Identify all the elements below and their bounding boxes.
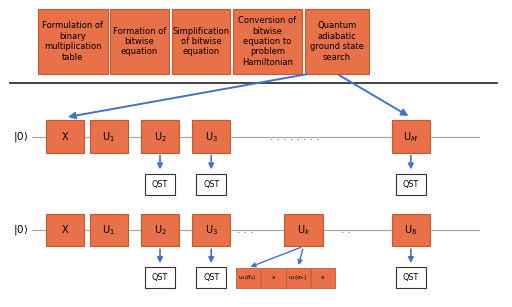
- Bar: [145, 174, 175, 195]
- Text: U$_3$: U$_3$: [205, 130, 218, 143]
- Text: QST: QST: [403, 180, 419, 189]
- Text: Formulation of
binary
multiplication
table: Formulation of binary multiplication tab…: [42, 21, 103, 61]
- Bar: [172, 9, 230, 74]
- Text: X: X: [62, 225, 69, 235]
- Bar: [392, 214, 430, 246]
- Bar: [38, 9, 108, 74]
- Text: u$_1$($\alpha_k$): u$_1$($\alpha_k$): [288, 273, 308, 282]
- Bar: [196, 174, 226, 195]
- Text: u$_1$($\theta_k$): u$_1$($\theta_k$): [239, 273, 257, 282]
- Text: Formation of
bitwise
equation: Formation of bitwise equation: [113, 26, 166, 56]
- Text: QST: QST: [203, 273, 219, 282]
- Bar: [90, 214, 128, 246]
- Text: U$_k$: U$_k$: [296, 223, 310, 237]
- Bar: [145, 267, 175, 288]
- Text: Simplification
of bitwise
equation: Simplification of bitwise equation: [173, 26, 229, 56]
- Text: U$_3$: U$_3$: [205, 223, 218, 237]
- Bar: [233, 9, 302, 74]
- Bar: [305, 9, 369, 74]
- Bar: [396, 174, 426, 195]
- Bar: [141, 214, 179, 246]
- Bar: [311, 268, 335, 288]
- Text: Quantum
adiabatic
ground state
search: Quantum adiabatic ground state search: [310, 21, 364, 61]
- Text: U$_2$: U$_2$: [154, 223, 166, 237]
- Text: U$_1$: U$_1$: [102, 130, 115, 143]
- Text: $|0\rangle$: $|0\rangle$: [13, 223, 28, 237]
- Text: QST: QST: [203, 180, 219, 189]
- Bar: [196, 267, 226, 288]
- Bar: [46, 120, 84, 153]
- Bar: [110, 9, 169, 74]
- Text: QST: QST: [403, 273, 419, 282]
- Bar: [192, 214, 230, 246]
- Text: . . .: . . .: [238, 225, 254, 235]
- Text: U$_2$: U$_2$: [154, 130, 166, 143]
- Text: . . . . . . . .: . . . . . . . .: [269, 132, 319, 142]
- Text: QST: QST: [152, 180, 168, 189]
- Text: U$_M$: U$_M$: [403, 130, 418, 143]
- Text: . .: . .: [340, 225, 351, 235]
- Text: X: X: [62, 132, 69, 142]
- Bar: [192, 120, 230, 153]
- Bar: [141, 120, 179, 153]
- Bar: [46, 214, 84, 246]
- Bar: [261, 268, 286, 288]
- Text: x: x: [272, 275, 275, 280]
- Text: U$_8$: U$_8$: [404, 223, 417, 237]
- Bar: [284, 214, 323, 246]
- Bar: [392, 120, 430, 153]
- Text: QST: QST: [152, 273, 168, 282]
- Bar: [396, 267, 426, 288]
- Text: U$_1$: U$_1$: [102, 223, 115, 237]
- Text: x: x: [322, 275, 325, 280]
- Bar: [236, 268, 260, 288]
- Bar: [286, 268, 310, 288]
- Text: $|0\rangle$: $|0\rangle$: [13, 130, 28, 144]
- Text: Conversion of
bitwise
equation to
problem
Hamiltonian: Conversion of bitwise equation to proble…: [239, 16, 296, 67]
- Bar: [90, 120, 128, 153]
